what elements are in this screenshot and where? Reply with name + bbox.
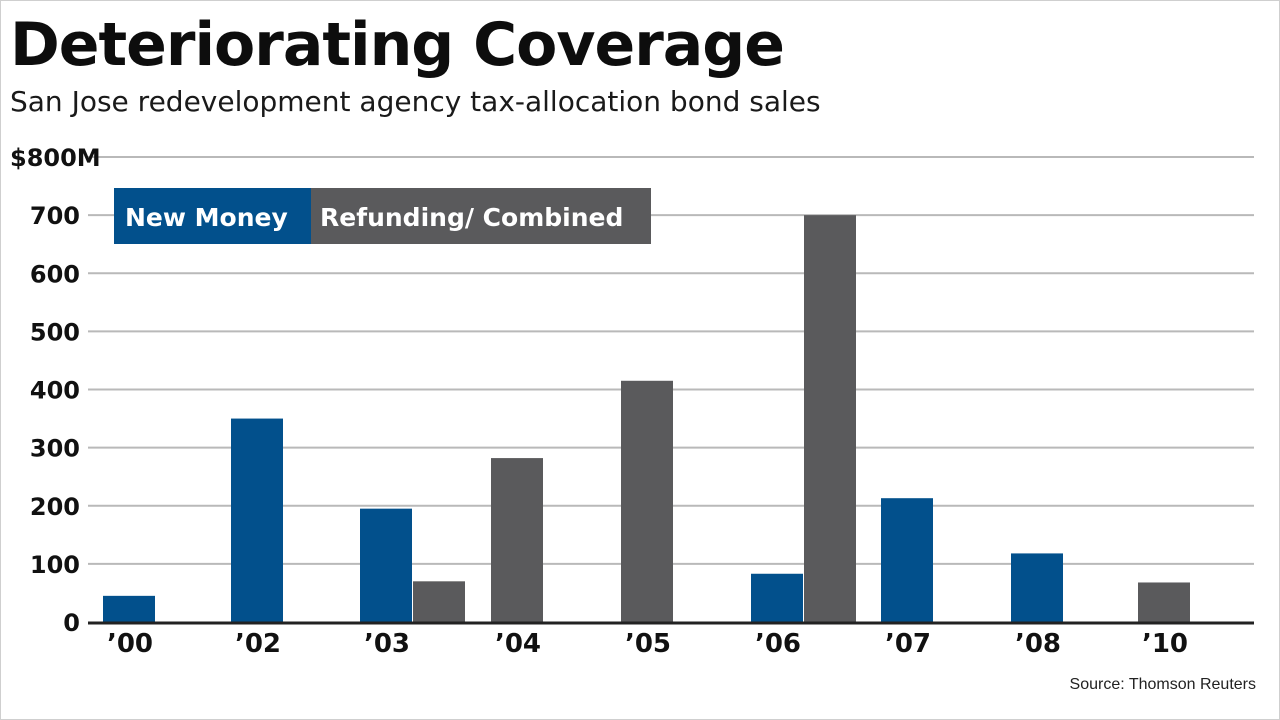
bar-refunding (1138, 582, 1190, 622)
bar-refunding (621, 380, 673, 622)
bar-new-money (360, 508, 412, 622)
y-axis-ticks: 0 100 200 300 400 500 600 700 $800M (10, 144, 101, 637)
bar-refunding (413, 581, 465, 622)
bar-new-money (103, 595, 155, 622)
y-tick-label: 200 (30, 493, 80, 521)
y-tick-label: 700 (30, 202, 80, 230)
y-tick-label: 500 (30, 318, 80, 346)
legend-label-refunding: Refunding/ Combined (320, 203, 623, 232)
legend-swatch-refunding (311, 188, 651, 244)
y-tick-label: 100 (30, 551, 80, 579)
chart-subtitle: San Jose redevelopment agency tax-alloca… (10, 85, 821, 118)
bar-refunding (804, 215, 856, 622)
x-tick-label: ’07 (885, 629, 931, 659)
legend-label-new-money: New Money (125, 203, 288, 232)
x-tick-label: ’08 (1015, 629, 1061, 659)
legend: New Money Refunding/ Combined (114, 188, 651, 244)
x-axis-ticks: ’00 ’02 ’03 ’04 ’05 ’06 ’07 ’08 ’10 (107, 629, 1188, 659)
bars (88, 215, 1254, 625)
x-tick-label: ’00 (107, 629, 153, 659)
y-tick-label: 0 (63, 609, 80, 637)
bar-new-money (1011, 553, 1063, 622)
x-tick-label: ’04 (495, 629, 541, 659)
x-tick-label: ’10 (1142, 629, 1188, 659)
y-tick-label: 300 (30, 435, 80, 463)
chart-title: Deteriorating Coverage (10, 10, 785, 80)
y-tick-label: $800M (10, 144, 101, 172)
y-tick-label: 400 (30, 377, 80, 405)
source-note: Source: Thomson Reuters (1069, 676, 1256, 693)
bar-refunding (491, 458, 543, 622)
y-tick-label: 600 (30, 260, 80, 288)
x-tick-label: ’03 (364, 629, 410, 659)
bar-new-money (881, 498, 933, 622)
bar-new-money (231, 418, 283, 622)
legend-swatch-new-money (114, 188, 311, 244)
x-tick-label: ’06 (755, 629, 801, 659)
x-tick-label: ’05 (625, 629, 671, 659)
bar-new-money (751, 573, 803, 622)
x-tick-label: ’02 (235, 629, 281, 659)
